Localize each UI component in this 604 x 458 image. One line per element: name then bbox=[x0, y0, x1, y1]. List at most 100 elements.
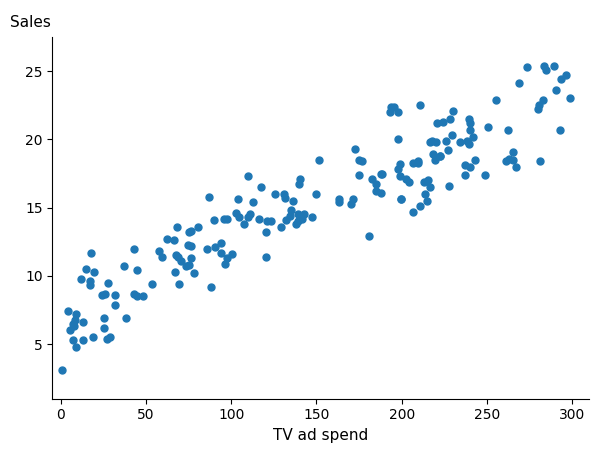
Point bbox=[393, 166, 402, 173]
Point bbox=[425, 138, 435, 146]
Point bbox=[110, 291, 120, 299]
Point bbox=[189, 269, 199, 277]
Point bbox=[376, 170, 386, 177]
Point bbox=[514, 80, 524, 87]
Point bbox=[154, 248, 164, 255]
Point bbox=[348, 196, 358, 203]
Point bbox=[396, 196, 406, 203]
Point bbox=[408, 159, 418, 166]
Point bbox=[261, 229, 271, 236]
Point bbox=[173, 223, 182, 230]
Point bbox=[438, 118, 448, 125]
Point bbox=[79, 336, 88, 344]
Point bbox=[169, 237, 178, 244]
Point bbox=[460, 162, 470, 169]
Point bbox=[509, 156, 518, 164]
Point bbox=[254, 215, 263, 222]
Point bbox=[314, 156, 324, 164]
Point bbox=[460, 171, 470, 179]
Point bbox=[76, 275, 86, 282]
Point bbox=[207, 283, 216, 290]
Point bbox=[294, 218, 303, 225]
Point bbox=[395, 173, 405, 180]
Point bbox=[86, 249, 96, 256]
Point bbox=[522, 63, 532, 71]
Point bbox=[138, 293, 148, 300]
Point bbox=[550, 62, 559, 69]
X-axis label: TV ad spend: TV ad spend bbox=[273, 428, 368, 443]
Point bbox=[184, 241, 193, 248]
Point bbox=[184, 229, 194, 236]
Point bbox=[222, 215, 231, 222]
Point bbox=[162, 235, 172, 243]
Point bbox=[184, 262, 194, 269]
Point bbox=[65, 327, 75, 334]
Point bbox=[415, 202, 425, 210]
Point bbox=[565, 95, 574, 102]
Point bbox=[441, 137, 451, 144]
Point bbox=[432, 120, 442, 127]
Point bbox=[445, 182, 454, 190]
Point bbox=[431, 156, 440, 164]
Point bbox=[464, 126, 474, 134]
Point bbox=[243, 173, 253, 180]
Point bbox=[79, 319, 88, 326]
Point bbox=[427, 137, 437, 144]
Point bbox=[386, 103, 396, 110]
Point bbox=[307, 213, 316, 221]
Point bbox=[234, 213, 244, 221]
Point bbox=[227, 251, 237, 258]
Point bbox=[210, 244, 220, 251]
Point bbox=[286, 207, 296, 214]
Point bbox=[431, 138, 441, 146]
Point bbox=[99, 324, 109, 332]
Point bbox=[216, 249, 226, 256]
Point bbox=[376, 189, 386, 196]
Point bbox=[174, 280, 184, 288]
Point bbox=[415, 102, 425, 109]
Point bbox=[170, 268, 180, 275]
Point bbox=[186, 255, 196, 262]
Point bbox=[219, 215, 229, 222]
Point bbox=[266, 218, 275, 225]
Point bbox=[464, 115, 474, 123]
Point bbox=[445, 115, 455, 123]
Point bbox=[280, 191, 289, 198]
Point bbox=[539, 62, 549, 69]
Point bbox=[464, 140, 474, 147]
Point bbox=[129, 245, 139, 252]
Point bbox=[248, 198, 258, 206]
Point bbox=[280, 195, 290, 202]
Point bbox=[401, 175, 411, 183]
Point bbox=[561, 71, 571, 79]
Point bbox=[233, 196, 243, 203]
Point bbox=[511, 163, 521, 170]
Point bbox=[88, 333, 98, 341]
Point bbox=[129, 290, 139, 297]
Point bbox=[468, 133, 478, 140]
Point bbox=[81, 265, 91, 273]
Point bbox=[231, 209, 241, 217]
Point bbox=[293, 211, 303, 218]
Point bbox=[270, 191, 280, 198]
Point bbox=[63, 308, 72, 315]
Point bbox=[71, 311, 80, 318]
Point bbox=[448, 107, 458, 114]
Point bbox=[69, 320, 79, 327]
Point bbox=[334, 198, 344, 206]
Point bbox=[346, 200, 356, 207]
Point bbox=[297, 215, 306, 222]
Point bbox=[420, 191, 429, 198]
Point bbox=[132, 293, 142, 300]
Point bbox=[556, 76, 566, 83]
Point bbox=[193, 223, 202, 230]
Point bbox=[220, 260, 230, 267]
Point bbox=[158, 253, 167, 261]
Point bbox=[395, 160, 405, 168]
Point bbox=[100, 290, 109, 297]
Point bbox=[205, 193, 214, 201]
Point bbox=[71, 343, 80, 350]
Point bbox=[447, 131, 457, 139]
Point bbox=[423, 177, 432, 184]
Point bbox=[371, 188, 381, 195]
